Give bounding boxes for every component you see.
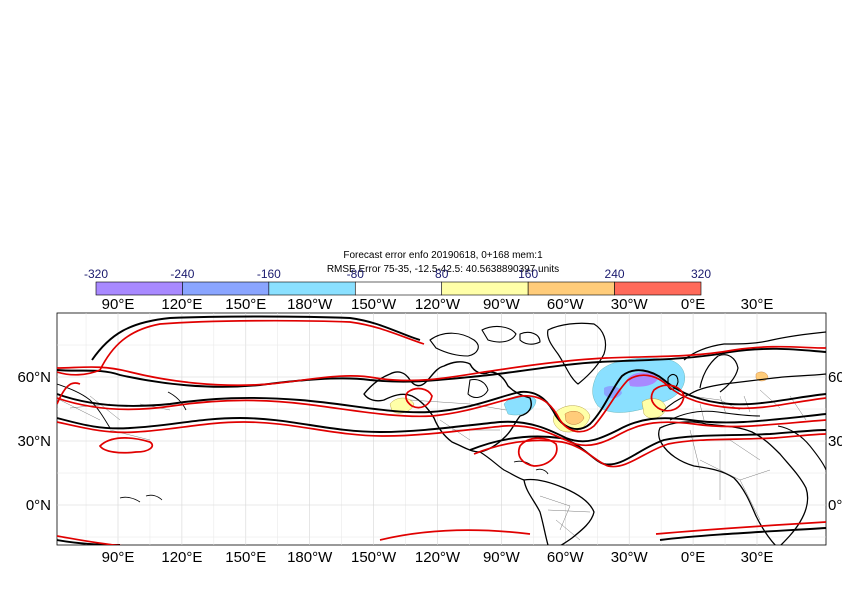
analysis-contour-7	[659, 527, 826, 541]
latitude-label: 60°N	[17, 369, 51, 386]
chart-title-line2: RMSE Error 75-35, -12.5-42.5: 40.5638890…	[327, 264, 559, 275]
coastline-scandinavia	[699, 354, 739, 393]
longitude-label: 90°W	[483, 549, 521, 566]
coastline-hudson-bay	[467, 379, 489, 398]
colorbar-bin	[268, 281, 356, 296]
longitude-label: 180°W	[287, 549, 333, 566]
longitude-label: 180°W	[287, 296, 333, 313]
analysis-contour-5	[469, 429, 826, 466]
forecast-contour-4	[57, 419, 826, 447]
latitude-label-right: 60	[828, 369, 842, 386]
longitude-label: 120°W	[415, 296, 461, 313]
forecast-contour-ring-europe	[650, 384, 685, 412]
longitude-label: 90°E	[102, 549, 135, 566]
longitude-label: 30°E	[741, 296, 774, 313]
colorbar-tick-label: 160	[518, 267, 538, 281]
coastline-africa	[658, 421, 809, 545]
forecast-contour-cutoff-pacific	[98, 437, 154, 454]
colorbar-bin	[95, 281, 183, 296]
chart-title-line1: Forecast error enfo 20190618, 0+168 mem:…	[343, 250, 543, 261]
forecast-contour-6	[57, 535, 123, 545]
colorbar-bin	[441, 281, 529, 296]
colorbar-tick-label: 320	[691, 267, 711, 281]
negative-anomaly-small	[604, 385, 622, 399]
colorbar-tick-label: 80	[435, 267, 449, 281]
latitude-labels-right: 60 30 0°	[828, 369, 842, 514]
longitude-label: 30°W	[611, 296, 649, 313]
forecast-contour-8	[655, 521, 826, 535]
map-panel: 90°E 120°E 150°E 180°W 150°W 120°W 90°W 60°W 30°…	[17, 296, 842, 566]
forecast-contour-5	[473, 433, 826, 468]
colorbar-bin	[614, 281, 702, 296]
analysis-contour-3	[57, 369, 826, 430]
forecast-contour-1	[57, 319, 425, 376]
longitude-label: 150°E	[225, 549, 266, 566]
forecast-contour-2	[57, 345, 826, 387]
colorbar-bin	[182, 281, 270, 296]
positive-anomaly-core	[564, 410, 585, 425]
borders-south-america	[539, 495, 591, 541]
colorbar-tick-label: -240	[170, 267, 194, 281]
coastline-greenland	[547, 322, 607, 385]
longitude-label: 0°E	[681, 296, 705, 313]
colorbar-tick-label: -80	[347, 267, 365, 281]
longitude-label: 90°E	[102, 296, 135, 313]
coastline-mediterranean	[669, 410, 761, 421]
latitude-label-right: 30	[828, 433, 842, 450]
longitude-label: 120°E	[161, 296, 202, 313]
longitude-label: 30°E	[741, 549, 774, 566]
coastlines	[57, 322, 826, 545]
longitude-label: 150°W	[351, 549, 397, 566]
coastline-uk	[667, 373, 679, 391]
latitude-labels-left: 60°N 30°N 0°N	[17, 369, 51, 514]
colorbar-tick-label: -320	[84, 267, 108, 281]
forecast-contour-ring-pacific	[405, 387, 433, 409]
longitude-label: 60°W	[547, 296, 585, 313]
analysis-contour-4	[57, 413, 826, 443]
longitude-label: 0°E	[681, 549, 705, 566]
analysis-contours	[57, 315, 826, 545]
latitude-label: 30°N	[17, 433, 51, 450]
forecast-contour-7	[379, 529, 531, 541]
forecast-contour-9	[57, 382, 81, 405]
coastline-indonesia	[119, 494, 163, 503]
coastline-arabia	[777, 425, 826, 471]
shaded-error-areas	[389, 357, 769, 433]
longitude-label: 120°W	[415, 549, 461, 566]
latitude-label: 0°N	[26, 497, 51, 514]
longitude-labels-top: 90°E 120°E 150°E 180°W 150°W 120°W 90°W 60°W 30°…	[102, 296, 774, 313]
longitude-label: 90°W	[483, 296, 521, 313]
colorbar-tick-label: -160	[257, 267, 281, 281]
forecast-contours	[57, 319, 826, 545]
longitude-label: 150°W	[351, 296, 397, 313]
analysis-contour-1	[91, 315, 421, 361]
forecast-contour-cutoff-atlantic	[517, 437, 558, 467]
coastline-north-america	[363, 361, 532, 453]
longitude-label: 150°E	[225, 296, 266, 313]
colorbar-bin	[354, 281, 443, 296]
longitude-labels-bottom: 90°E 120°E 150°E 180°W 150°W 120°W 90°W 60°W 30°…	[102, 549, 774, 566]
coastline-arctic-islands	[429, 325, 541, 357]
forecast-contour-3	[57, 374, 826, 433]
colorbar-bin	[527, 281, 615, 296]
coastline-south-america	[523, 478, 595, 545]
longitude-label: 120°E	[161, 549, 202, 566]
coastline-japan	[167, 391, 187, 411]
colorbar: -320 -240 -160 -80 80 160 240 320	[84, 267, 711, 296]
coastline-central-america	[479, 451, 525, 481]
analysis-contour-2	[57, 347, 826, 388]
longitude-label: 30°W	[611, 549, 649, 566]
colorbar-tick-label: 240	[605, 267, 625, 281]
latitude-label-right: 0°	[828, 497, 842, 514]
coastline-eurasia	[661, 331, 826, 413]
longitude-label: 60°W	[547, 549, 585, 566]
